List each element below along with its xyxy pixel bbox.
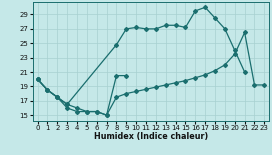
X-axis label: Humidex (Indice chaleur): Humidex (Indice chaleur) bbox=[94, 133, 208, 142]
